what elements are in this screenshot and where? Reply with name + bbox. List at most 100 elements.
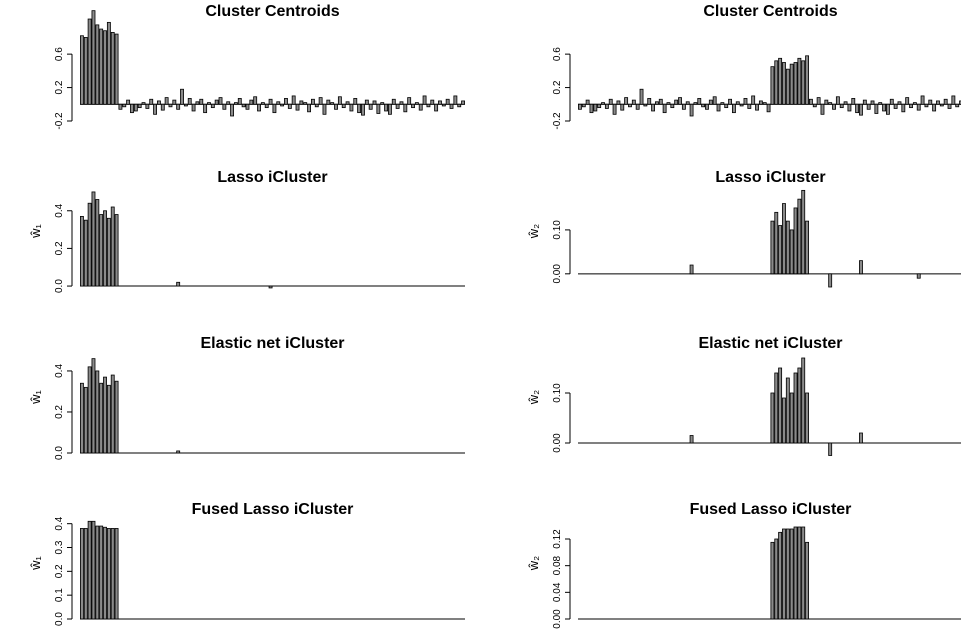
chart-title: Lasso iCluster (715, 169, 825, 186)
bar (789, 229, 794, 275)
panel: Lasso iCluster 0.0 0.2 0.4 ŵ₁ (28, 169, 465, 293)
bar (114, 33, 119, 105)
bar (782, 62, 786, 105)
bar (805, 220, 809, 275)
bar (168, 103, 173, 108)
panel: Cluster Centroids -0.2 0.2 0.6 (552, 3, 961, 130)
bar (785, 377, 790, 444)
y-axis-label: ŵ₁ (28, 390, 43, 405)
bar (782, 397, 786, 444)
bar (666, 102, 671, 105)
bar (839, 103, 844, 109)
bar (310, 98, 315, 105)
bar (183, 103, 188, 107)
bar (905, 97, 910, 105)
y-axis-label: ŵ₂ (526, 390, 541, 405)
bar (828, 273, 833, 288)
bar (585, 99, 590, 105)
bar (705, 103, 709, 110)
bar (920, 95, 925, 105)
bar (785, 220, 790, 275)
y-tick-label: 0.10 (552, 383, 563, 403)
bar (639, 88, 644, 105)
bar (866, 103, 871, 110)
chart-title: Cluster Centroids (703, 3, 837, 20)
bar (635, 103, 640, 110)
bar (728, 98, 732, 105)
bar (399, 101, 404, 105)
bar (762, 102, 767, 105)
bar (195, 101, 200, 105)
bar (438, 100, 442, 105)
bar (932, 103, 937, 112)
bar (670, 103, 675, 109)
bar (751, 95, 756, 105)
bar (793, 372, 798, 444)
bar (284, 98, 288, 105)
bar (693, 102, 698, 105)
bar (345, 101, 350, 105)
bar (685, 101, 690, 105)
bar (268, 285, 273, 289)
bar (628, 103, 632, 108)
bar (276, 101, 281, 105)
bar (91, 520, 96, 620)
chart-title: Elastic net iCluster (200, 335, 344, 352)
bar (260, 102, 265, 105)
bar (314, 103, 319, 108)
bar (770, 392, 775, 444)
bar (951, 95, 956, 105)
bar (789, 528, 794, 620)
bar (697, 98, 702, 105)
bar (581, 103, 586, 108)
bar (805, 392, 809, 444)
bar (91, 191, 96, 287)
y-tick-label: -0.2 (54, 112, 65, 130)
bar (620, 103, 625, 111)
bar (901, 103, 906, 113)
y-tick-label: 0.4 (54, 364, 65, 378)
bar (160, 103, 165, 111)
bar (724, 103, 729, 109)
bar (766, 103, 771, 113)
bar (126, 99, 131, 105)
bar (172, 99, 177, 105)
bar (445, 98, 450, 105)
bar (774, 538, 779, 620)
bar (943, 98, 948, 105)
panel: Cluster Centroids -0.2 0.2 0.6 (54, 3, 465, 130)
bar (118, 103, 123, 110)
bar (214, 99, 219, 105)
bar (797, 57, 802, 105)
bar (264, 103, 269, 109)
bar (770, 541, 775, 620)
bar (453, 95, 458, 105)
bar (176, 450, 181, 454)
bar (372, 100, 377, 105)
bar (797, 367, 802, 444)
bar (99, 525, 104, 620)
y-axis-label: ŵ₁ (28, 224, 43, 239)
bar (145, 103, 150, 109)
bar (164, 97, 169, 105)
bar (681, 103, 686, 110)
bar (678, 97, 682, 105)
y-tick-label: 0.0 (54, 279, 65, 293)
bar (616, 100, 621, 105)
y-tick-label: 0.3 (54, 540, 65, 554)
bar (643, 103, 648, 107)
bar (608, 98, 613, 105)
bar (785, 68, 790, 105)
bar (395, 103, 400, 109)
bar (882, 103, 886, 112)
bar (955, 103, 960, 108)
bar (897, 101, 902, 105)
bar (778, 367, 783, 444)
bar (624, 97, 629, 105)
bar (793, 207, 798, 275)
y-tick-label: 0.2 (54, 564, 65, 578)
bar (114, 380, 119, 454)
bar (110, 206, 115, 287)
bar (83, 219, 88, 287)
bar (658, 98, 663, 105)
